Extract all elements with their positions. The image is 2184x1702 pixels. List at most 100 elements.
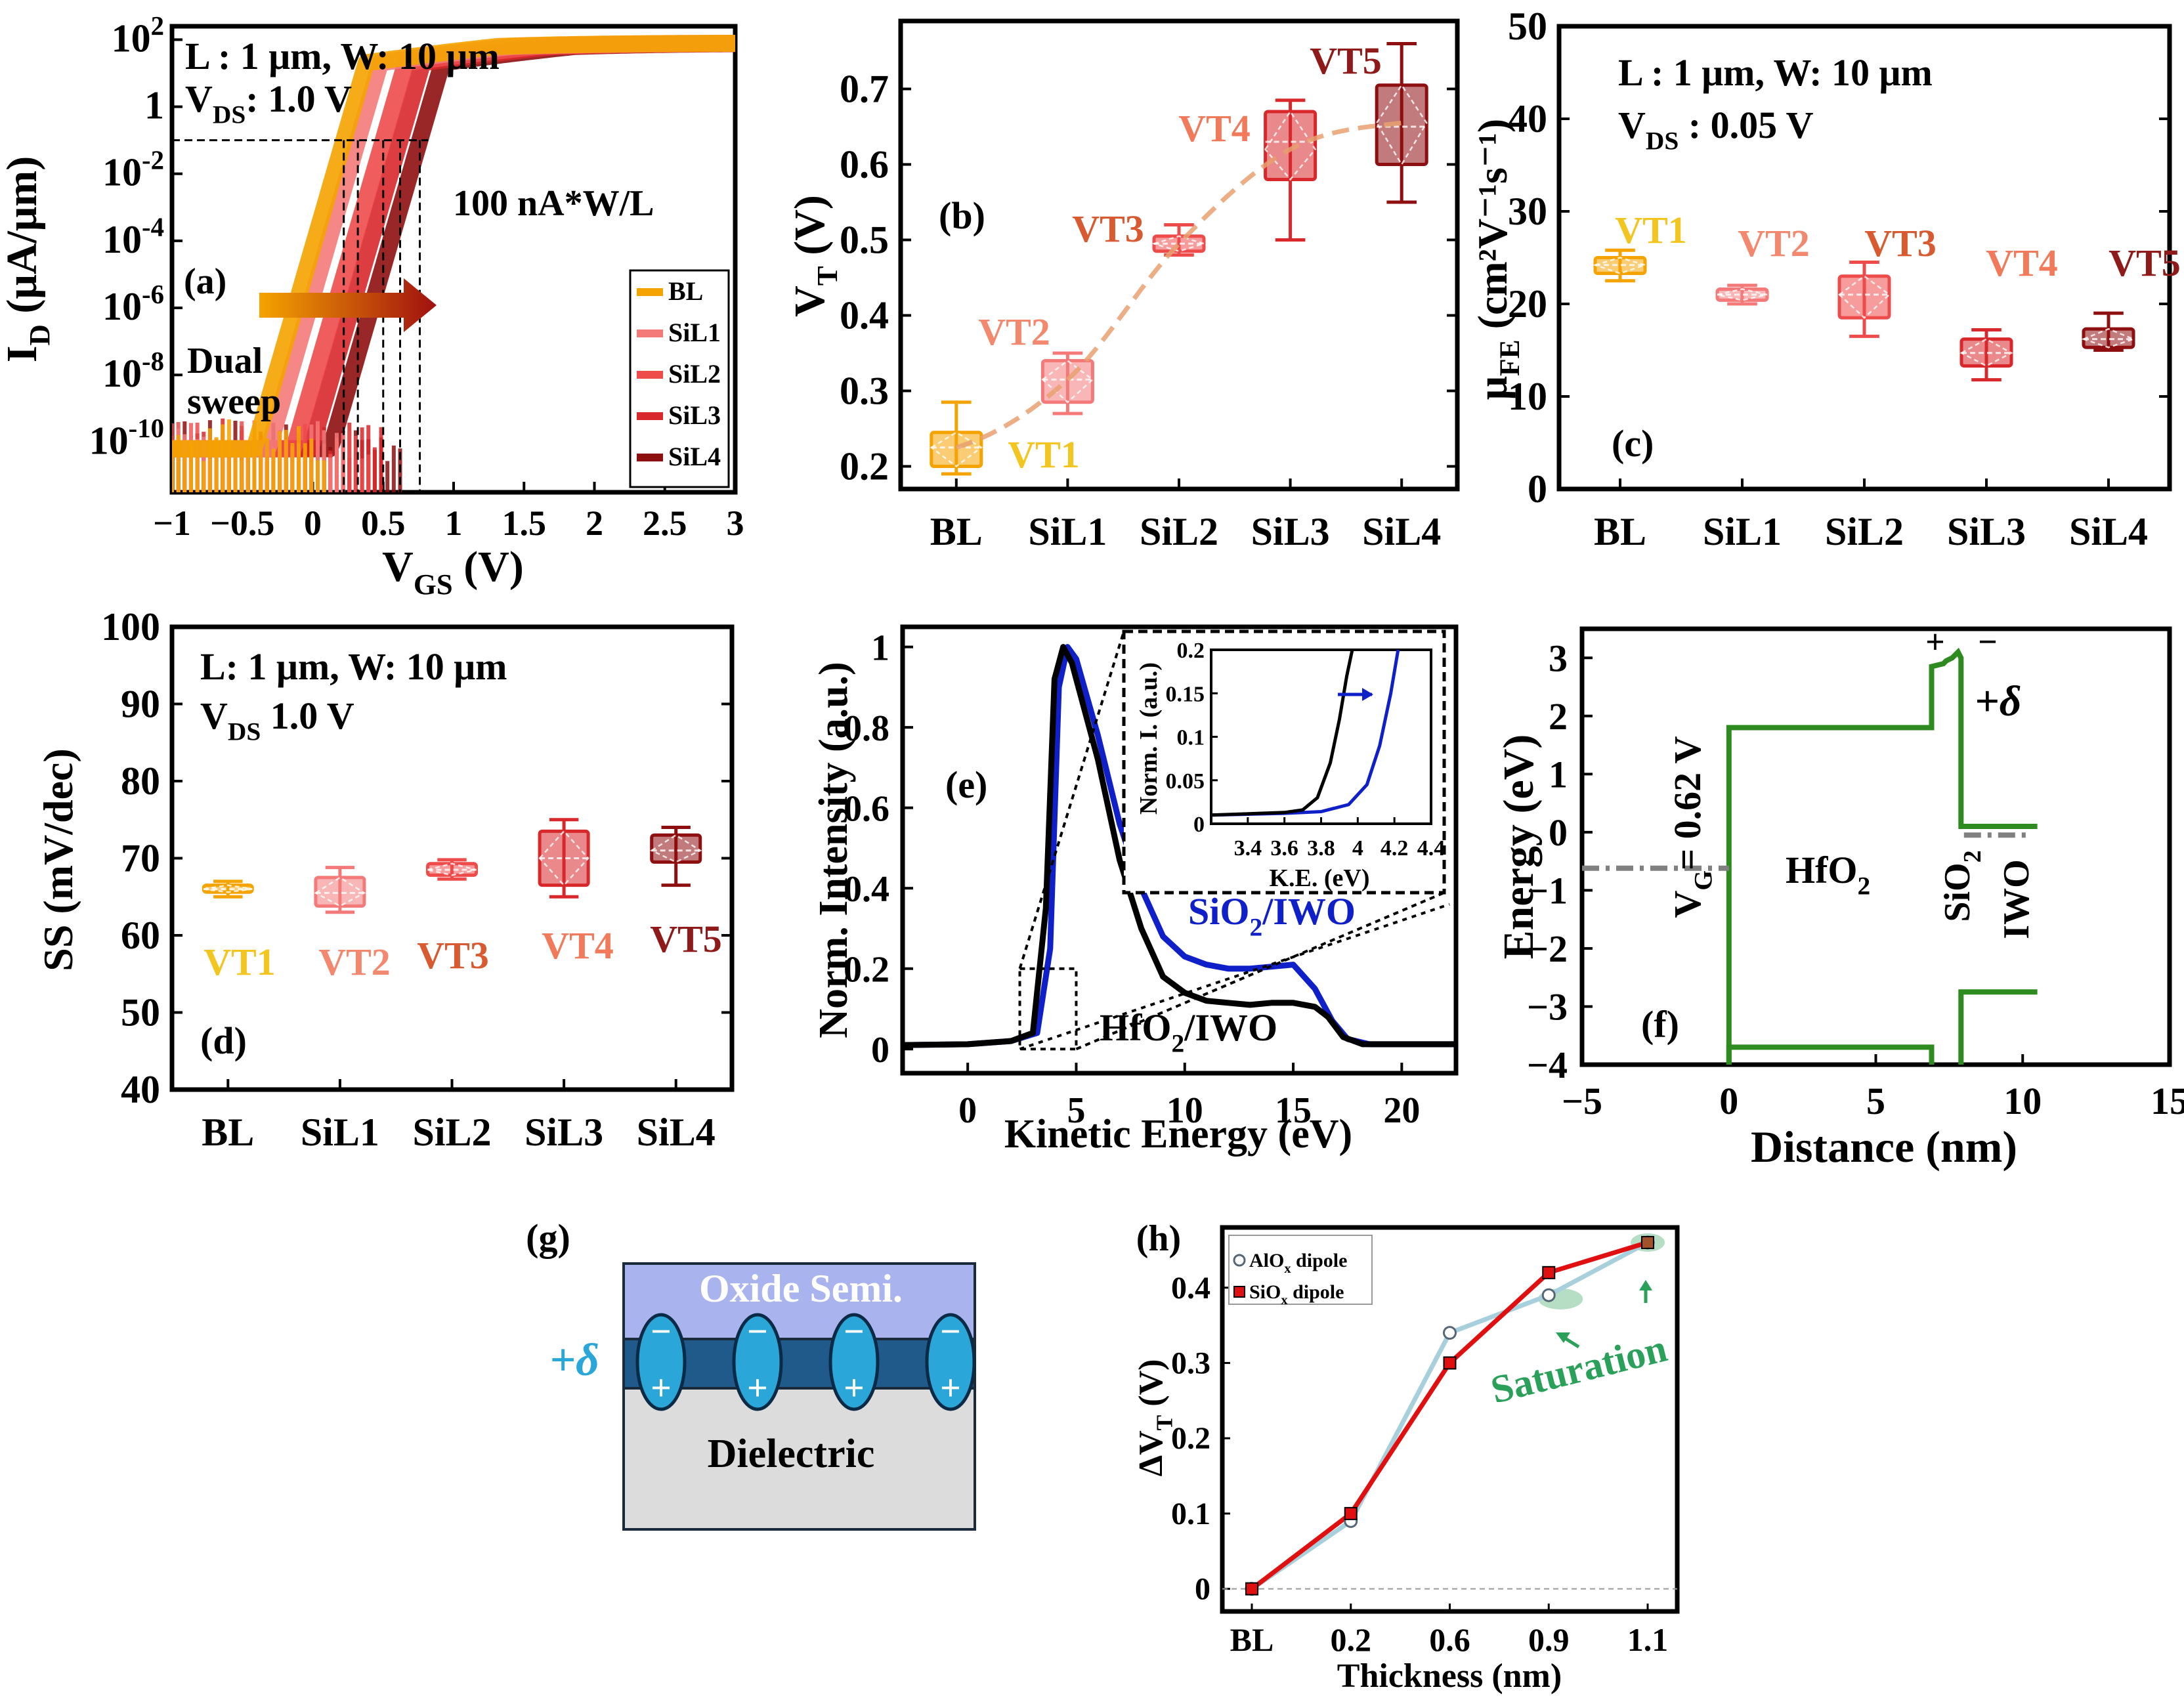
gate-voltage-label-part: = 0.62 V	[1666, 736, 1709, 870]
x-tick-label: 0	[1719, 1080, 1738, 1122]
panel-label-a: (a)	[184, 261, 226, 302]
notch-VT2	[1717, 288, 1768, 301]
series-label-sio2-part: /IWO	[1262, 890, 1356, 933]
y-tick-label-part: 2	[151, 11, 164, 41]
x-tick-label-0.2: 0.2	[1331, 1621, 1372, 1658]
series-label-sio2-part: 2	[1250, 912, 1263, 941]
y-tick-label: 60	[121, 914, 160, 957]
condition-vds-part: V	[1618, 104, 1646, 146]
y-tick-label: 0	[1549, 811, 1568, 854]
x-tick-label-0.6: 0.6	[1429, 1621, 1470, 1658]
notch-VT3	[1151, 235, 1207, 253]
x-axis-label: VGS (V)	[382, 543, 524, 601]
condition-vds: VDS : 0.05 V	[1618, 104, 1814, 155]
condition-vds-part: DS	[1646, 126, 1679, 155]
y-axis-label-part: (cm²V⁻¹s⁻¹)	[1469, 119, 1516, 340]
dipole-ellipse	[732, 1313, 783, 1411]
dipole-minus-label: −	[1978, 624, 1998, 661]
x-tick-label: 10	[1167, 1090, 1203, 1131]
legend-box	[629, 269, 730, 488]
y-tick-label: 0	[871, 1030, 889, 1071]
dielectric-label: Dielectric	[708, 1432, 875, 1476]
notch-VT4	[538, 830, 589, 887]
x-tick-label: −5	[1562, 1080, 1602, 1122]
legend-label-SiL2: SiL2	[668, 359, 721, 389]
y-tick-label: −4	[1527, 1044, 1568, 1086]
x-tick-label: 5	[1866, 1080, 1885, 1122]
label-VT1: VT1	[203, 941, 276, 983]
x-tick-label: 20	[1383, 1090, 1420, 1131]
panel-label-h: (h)	[1136, 1218, 1181, 1259]
box-VT2	[314, 876, 366, 908]
y-tick-label: 0	[1195, 1572, 1210, 1607]
y-tick-label-part: 10	[112, 16, 151, 60]
dipole-plus: +	[844, 1368, 865, 1409]
y-tick-label: 10	[1508, 375, 1547, 418]
y-tick-label: 0.4	[840, 294, 889, 337]
y-axis-label-part: (V)	[786, 195, 834, 266]
y-tick-label: 0.2	[1171, 1421, 1210, 1456]
box-VT5	[2082, 327, 2135, 349]
y-tick-label: 90	[121, 683, 160, 726]
y-axis-label-part: μ	[1469, 376, 1516, 400]
y-axis-label-part: I	[0, 346, 46, 363]
y-tick-label: 0.7	[840, 68, 889, 111]
y-tick-label: 50	[121, 991, 160, 1034]
y-tick-label: 0.3	[1171, 1346, 1210, 1380]
box-VT1	[930, 431, 983, 468]
inset-y-tick-label: 0.15	[1166, 682, 1205, 706]
spectrum-HfO2/IWO	[902, 644, 1456, 1048]
panel-a-curves	[172, 35, 735, 492]
notch-VT5	[650, 834, 702, 863]
notch-VT4	[1264, 110, 1317, 181]
inset-y-tick-label: 0.05	[1166, 769, 1205, 794]
inset-x-tick-label: 3.4	[1234, 836, 1262, 861]
label-VT2: VT2	[1738, 222, 1810, 265]
x-axis-label-part: (V)	[453, 543, 524, 591]
inset-shift-arrow-head	[1362, 688, 1373, 701]
condition-vds-part: 1.0 V	[261, 694, 354, 737]
dipole-minus: −	[940, 1311, 961, 1352]
y-tick-label: 3	[1549, 637, 1568, 679]
legend-label-SiL1: SiL1	[668, 318, 721, 347]
y-tick-label: 10-4	[102, 213, 164, 261]
series-label-hfo2-part: 2	[1172, 1029, 1185, 1057]
y-axis-label: ΔVT (V)	[1132, 1359, 1178, 1477]
point-siox	[1443, 1356, 1457, 1370]
label-VT5: VT5	[2109, 242, 2181, 284]
sio2-label: SiO2	[1937, 850, 1986, 922]
y-axis-label: Energy (eV)	[1495, 734, 1543, 960]
y-tick-label: 0.6	[840, 143, 889, 186]
legend-label-SiL3: SiL3	[668, 400, 721, 430]
dipole-ellipse	[828, 1313, 880, 1411]
y-axis-label-part: (μA/μm)	[0, 156, 46, 324]
y-tick-label: 102	[112, 11, 164, 60]
y-tick-label: 0.4	[844, 869, 889, 910]
y-tick-label: −3	[1527, 985, 1568, 1028]
x-tick-label-0.9: 0.9	[1528, 1621, 1570, 1658]
y-axis-label: VT (V)	[786, 195, 844, 317]
series-label-hfo2-part: HfO	[1100, 1006, 1172, 1049]
y-tick-label: 1	[871, 628, 889, 669]
point-siox	[1542, 1266, 1556, 1279]
condition-vds: VDS: 1.0 V	[185, 77, 352, 129]
x-tick-label-SiL2: SiL2	[412, 1111, 491, 1154]
x-axis-label-part: V	[382, 543, 414, 591]
ref-current-label: 100 nA*W/L	[453, 183, 654, 224]
dual-sweep-label-2: sweep	[187, 381, 281, 422]
y-tick-label: 10-8	[102, 347, 164, 395]
condition-vds-part: : 1.0 V	[246, 77, 352, 120]
series-label-hfo2-part: /IWO	[1184, 1006, 1277, 1049]
inset-frame	[1210, 649, 1432, 825]
saturation-arrow-head	[1639, 1280, 1652, 1290]
panel-label-b: (b)	[939, 194, 985, 237]
inset-spectrum-HfO2/IWO	[1210, 649, 1354, 817]
x-tick-label: −0.5	[210, 503, 274, 543]
y-axis-label-part: FE	[1494, 339, 1526, 376]
label-VT2: VT2	[318, 941, 391, 983]
x-tick-label: 0	[304, 503, 322, 543]
point-alox	[1443, 1326, 1457, 1340]
point-alox	[1541, 1288, 1556, 1302]
x-tick-label-SiL2: SiL2	[1825, 510, 1904, 553]
legend-label-siox-part: dipole	[1288, 1281, 1344, 1303]
